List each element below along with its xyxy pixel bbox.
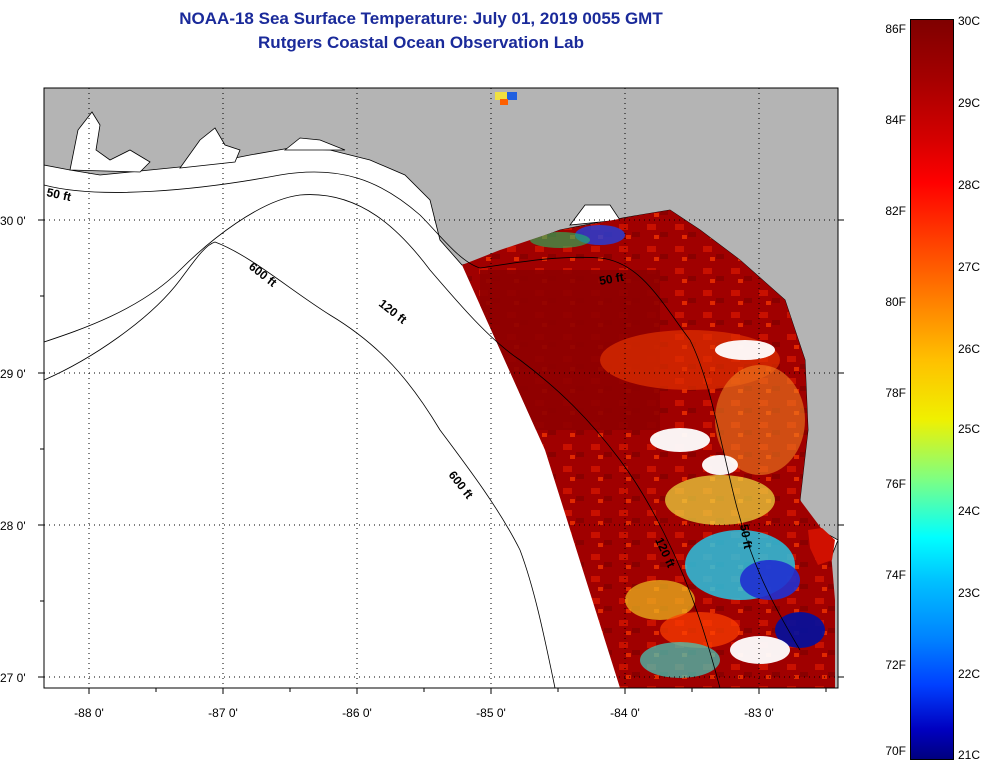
colorbar-f-label: 72F	[885, 658, 906, 672]
colorbar-c-label: 21C	[958, 748, 981, 762]
axis-ticks	[38, 219, 844, 694]
colorbar-f-label: 86F	[885, 22, 906, 36]
lon-label: -84 0'	[610, 706, 640, 720]
sst-patch	[808, 528, 835, 565]
contour-label: 50 ft	[737, 523, 755, 550]
map-title: NOAA-18 Sea Surface Temperature: July 01…	[179, 9, 663, 28]
colorbar-c-label: 30C	[958, 14, 981, 28]
bay	[283, 137, 346, 151]
bay	[569, 204, 621, 226]
map-subtitle: Rutgers Coastal Ocean Observation Lab	[258, 33, 584, 52]
colorbar-c-label: 29C	[958, 96, 981, 110]
colorbar-f-label: 80F	[885, 295, 906, 309]
bay	[69, 111, 151, 173]
colorbar-c-label: 27C	[958, 260, 981, 274]
contour-600ft	[43, 241, 556, 689]
lat-label: 27 0'	[0, 671, 26, 685]
colorbar-c-label: 22C	[958, 667, 981, 681]
colorbar-c-label: 24C	[958, 504, 981, 518]
contour-50ft	[43, 171, 801, 651]
colorbar-f-label: 76F	[885, 477, 906, 491]
lon-label: -83 0'	[744, 706, 774, 720]
map-frame	[43, 87, 839, 689]
colorbar-c-label: 26C	[958, 342, 981, 356]
contour-label: 50 ft	[45, 185, 72, 204]
colorbar-c-label: 28C	[958, 178, 981, 192]
colorbar-f-label: 70F	[885, 744, 906, 758]
contour-label: 50 ft	[598, 270, 625, 288]
lon-label: -85 0'	[476, 706, 506, 720]
colorbar-f-label: 82F	[885, 204, 906, 218]
lat-label: 29 0'	[0, 367, 26, 381]
colorbar-f-label: 84F	[885, 113, 906, 127]
colorbar-c-label: 25C	[958, 422, 981, 436]
lat-label: 28 0'	[0, 519, 26, 533]
lon-label: -87 0'	[208, 706, 238, 720]
temperature-colorbar	[910, 19, 954, 760]
lon-label: -86 0'	[342, 706, 372, 720]
contour-120ft	[43, 194, 721, 689]
colorbar-c-label: 23C	[958, 586, 981, 600]
lat-label: 30 0'	[0, 214, 26, 228]
colorbar-f-label: 74F	[885, 568, 906, 582]
bay	[179, 127, 241, 169]
lon-label: -88 0'	[74, 706, 104, 720]
colorbar-f-label: 78F	[885, 386, 906, 400]
sst-patch	[495, 92, 517, 105]
graticule	[44, 88, 838, 688]
